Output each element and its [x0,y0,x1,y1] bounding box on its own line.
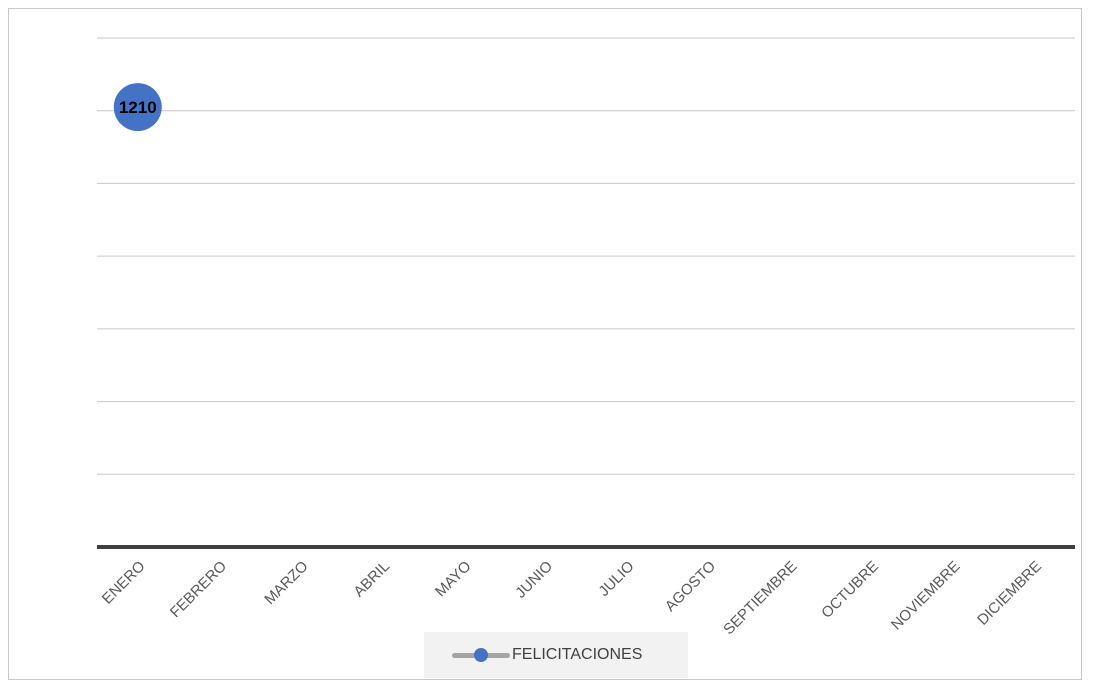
legend-series-marker-icon [452,645,510,665]
data-points: 1210 [113,83,162,132]
gridlines [97,37,1075,475]
x-tick-label: SEPTIEMBRE [720,558,800,638]
x-tick-label: JUNIO [512,558,556,602]
x-tick-label: DICIEMBRE [974,558,1045,629]
x-tick-label: ENERO [99,558,149,608]
legend-series-label: FELICITACIONES [512,646,643,663]
x-tick-label: OCTUBRE [818,558,882,622]
x-tick-label: ABRIL [350,558,393,601]
chart-frame [8,8,1082,680]
data-label: 1210 [119,98,157,117]
x-tick-label: JULIO [595,558,637,600]
x-tick-label: MAYO [432,558,474,600]
legend: FELICITACIONES [424,632,688,678]
data-point [113,83,162,132]
x-tick-label: FEBRERO [167,558,230,621]
x-tick-label: MARZO [261,558,311,608]
x-tick-labels: ENERO FEBRERO MARZO ABRIL MAYO JUNIO JULIO AGOS… [99,558,1045,638]
x-tick-label: AGOSTO [662,558,719,615]
x-tick-label: NOVIEMBRE [888,558,964,634]
